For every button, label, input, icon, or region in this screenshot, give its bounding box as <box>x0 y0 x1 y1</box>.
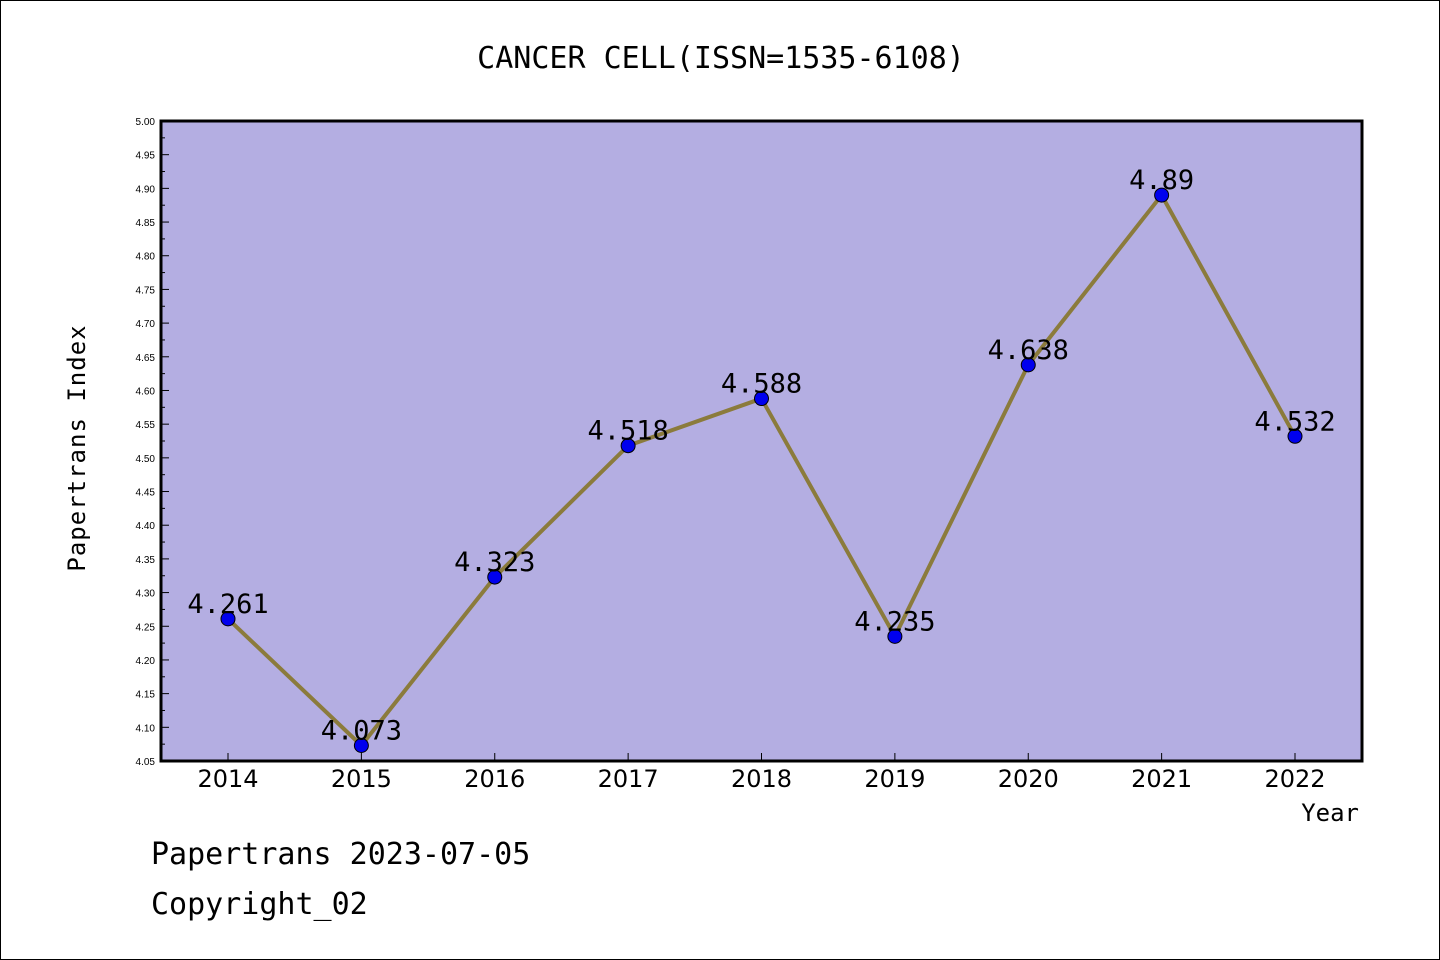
plot-border <box>159 119 1364 763</box>
plot-area <box>161 121 1362 761</box>
footer-date: Papertrans 2023-07-05 <box>151 837 531 872</box>
y-tick-label: 4.60 <box>136 386 156 397</box>
y-tick-label: 4.65 <box>136 353 156 364</box>
y-tick-label: 4.40 <box>136 521 156 532</box>
data-label-2020: 4.638 <box>988 335 1069 366</box>
data-point-2020 <box>1020 357 1036 373</box>
data-label-2022: 4.532 <box>1254 406 1335 437</box>
y-tick-label: 4.80 <box>136 252 156 263</box>
data-point-2017 <box>620 438 636 454</box>
y-tick-label: 4.75 <box>136 285 156 296</box>
data-label-2019: 4.235 <box>854 606 935 637</box>
y-tick-label: 4.90 <box>136 184 156 195</box>
y-tick-label: 5.00 <box>136 117 156 128</box>
data-point-2018 <box>754 391 769 407</box>
y-tick-label: 4.35 <box>136 555 156 566</box>
y-axis-label: Papertrans Index <box>63 324 91 571</box>
chart-title: CANCER CELL(ISSN=1535-6108) <box>477 41 965 76</box>
x-tick-label: 2014 <box>197 765 258 793</box>
x-tick-label: 2020 <box>998 765 1059 793</box>
data-points <box>220 187 1303 754</box>
y-tick-label: 4.25 <box>136 622 156 633</box>
y-tick-label: 4.70 <box>136 319 156 330</box>
y-tick-label: 4.85 <box>136 218 156 229</box>
x-tick-label: 2015 <box>331 765 392 793</box>
y-tick-label: 4.45 <box>136 488 156 499</box>
x-axis-label: Year <box>1301 799 1359 827</box>
x-tick-label: 2022 <box>1264 765 1325 793</box>
x-tick-label: 2019 <box>864 765 925 793</box>
data-point-2021 <box>1154 187 1170 203</box>
y-tick-label: 4.95 <box>136 151 156 162</box>
y-tick-label: 4.30 <box>136 589 156 600</box>
y-tick-label: 4.15 <box>136 690 156 701</box>
data-label-2017: 4.518 <box>587 416 668 447</box>
data-label-2021: 4.89 <box>1129 165 1194 196</box>
x-tick-label: 2016 <box>464 765 525 793</box>
footer-copyright: Copyright_02 <box>151 887 368 922</box>
y-tick-label: 4.05 <box>136 757 156 768</box>
data-label-2015: 4.073 <box>321 716 402 747</box>
data-label-2018: 4.588 <box>721 369 802 400</box>
data-label-2014: 4.261 <box>187 589 268 620</box>
y-axis-ticks: 4.05 4.10 4.15 4.20 4.25 4.30 4.35 4.40 4.45 4.50… <box>136 117 169 768</box>
y-tick-label: 4.50 <box>136 454 156 465</box>
data-point-2016 <box>487 569 503 585</box>
data-point-2014 <box>220 611 236 627</box>
y-tick-label: 4.10 <box>136 723 156 734</box>
x-tick-label: 2021 <box>1131 765 1192 793</box>
data-point-2019 <box>887 628 903 644</box>
data-label-2016: 4.323 <box>454 547 535 578</box>
data-point-2022 <box>1287 428 1303 444</box>
x-axis-ticks: 2014 2015 2016 2017 2018 2019 2020 2021 2022 <box>197 753 1326 793</box>
x-tick-label: 2017 <box>598 765 659 793</box>
y-tick-label: 4.20 <box>136 656 156 667</box>
data-point-2015 <box>353 738 369 754</box>
data-labels: 4.261 4.073 4.323 4.518 4.588 4.235 4.638 4.89 4… <box>187 165 1335 746</box>
y-tick-label: 4.55 <box>136 420 156 431</box>
x-tick-label: 2018 <box>731 765 792 793</box>
